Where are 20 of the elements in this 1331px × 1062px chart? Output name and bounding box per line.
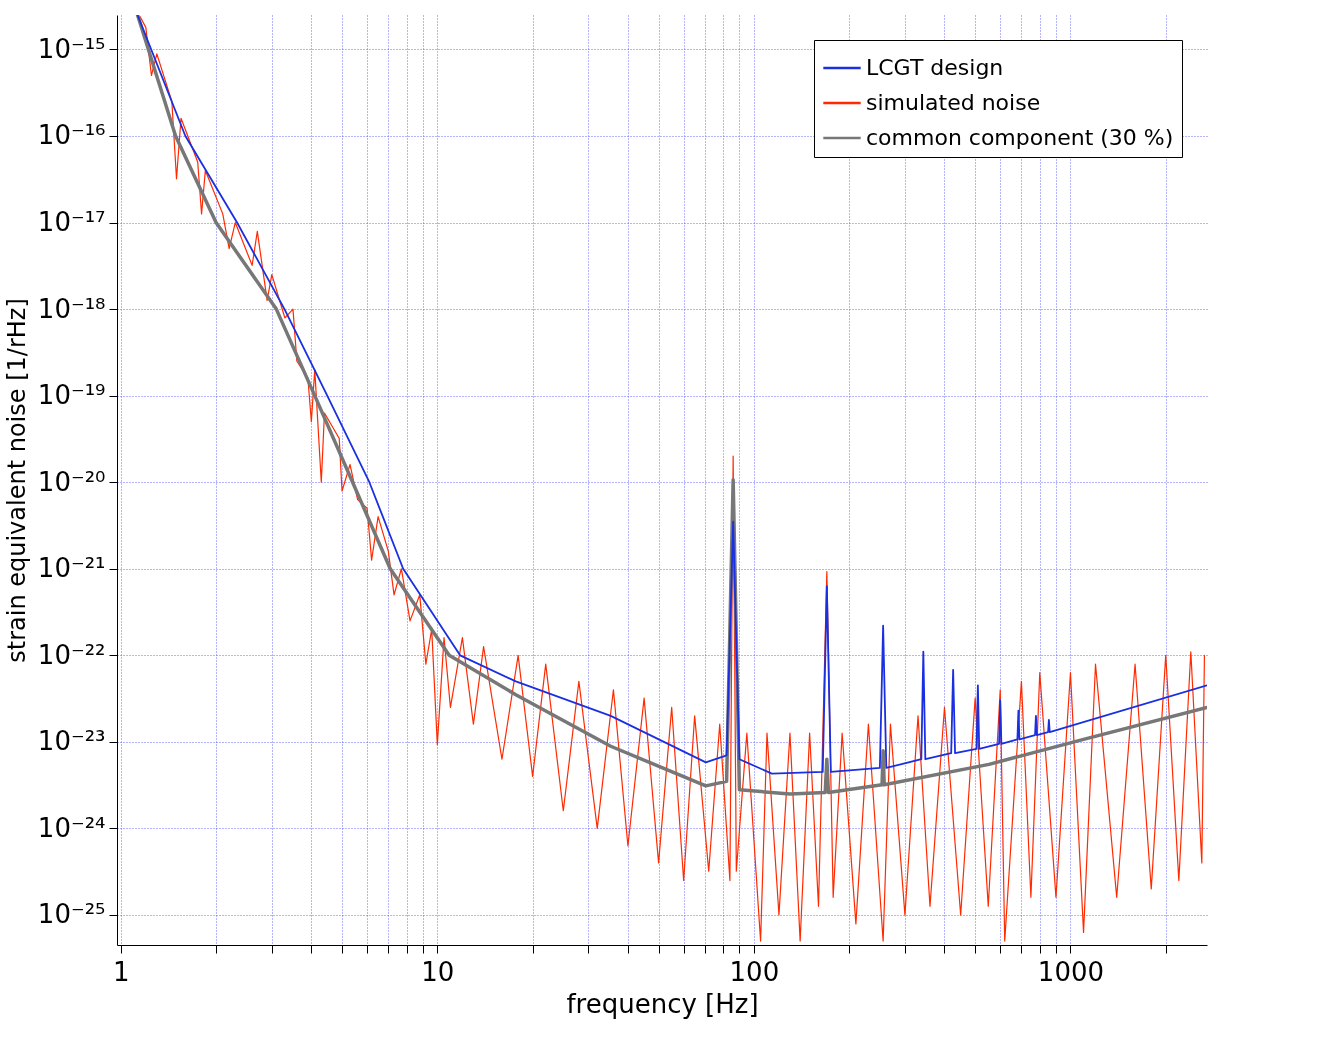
y-tick-label: 10⁻²⁴ (37, 812, 106, 843)
legend-label: simulated noise (866, 90, 1041, 115)
y-axis-title: strain equivalent noise [1/rHz] (2, 298, 31, 663)
x-tick-label: 100 (729, 956, 780, 987)
y-tick-label: 10⁻¹⁵ (37, 33, 106, 64)
y-tick-label: 10⁻¹⁶ (37, 120, 106, 151)
legend-label: common component (30 %) (866, 125, 1174, 150)
y-tick-label: 10⁻¹⁹ (37, 380, 106, 411)
y-tick-label: 10⁻²⁵ (37, 899, 106, 930)
y-tick-label: 10⁻¹⁸ (37, 293, 106, 324)
x-axis-title: frequency [Hz] (566, 988, 759, 1019)
x-tick-label: 10 (421, 956, 455, 987)
x-tick-label: 1 (112, 956, 130, 987)
y-tick-label: 10⁻¹⁷ (37, 207, 106, 238)
y-tick-label: 10⁻²² (37, 639, 106, 670)
y-tick-label: 10⁻²⁰ (37, 466, 106, 497)
y-tick-label: 10⁻²³ (37, 726, 106, 757)
legend-label: LCGT design (866, 55, 1004, 80)
x-tick-label: 1000 (1037, 956, 1105, 987)
y-tick-label: 10⁻²¹ (37, 553, 106, 584)
